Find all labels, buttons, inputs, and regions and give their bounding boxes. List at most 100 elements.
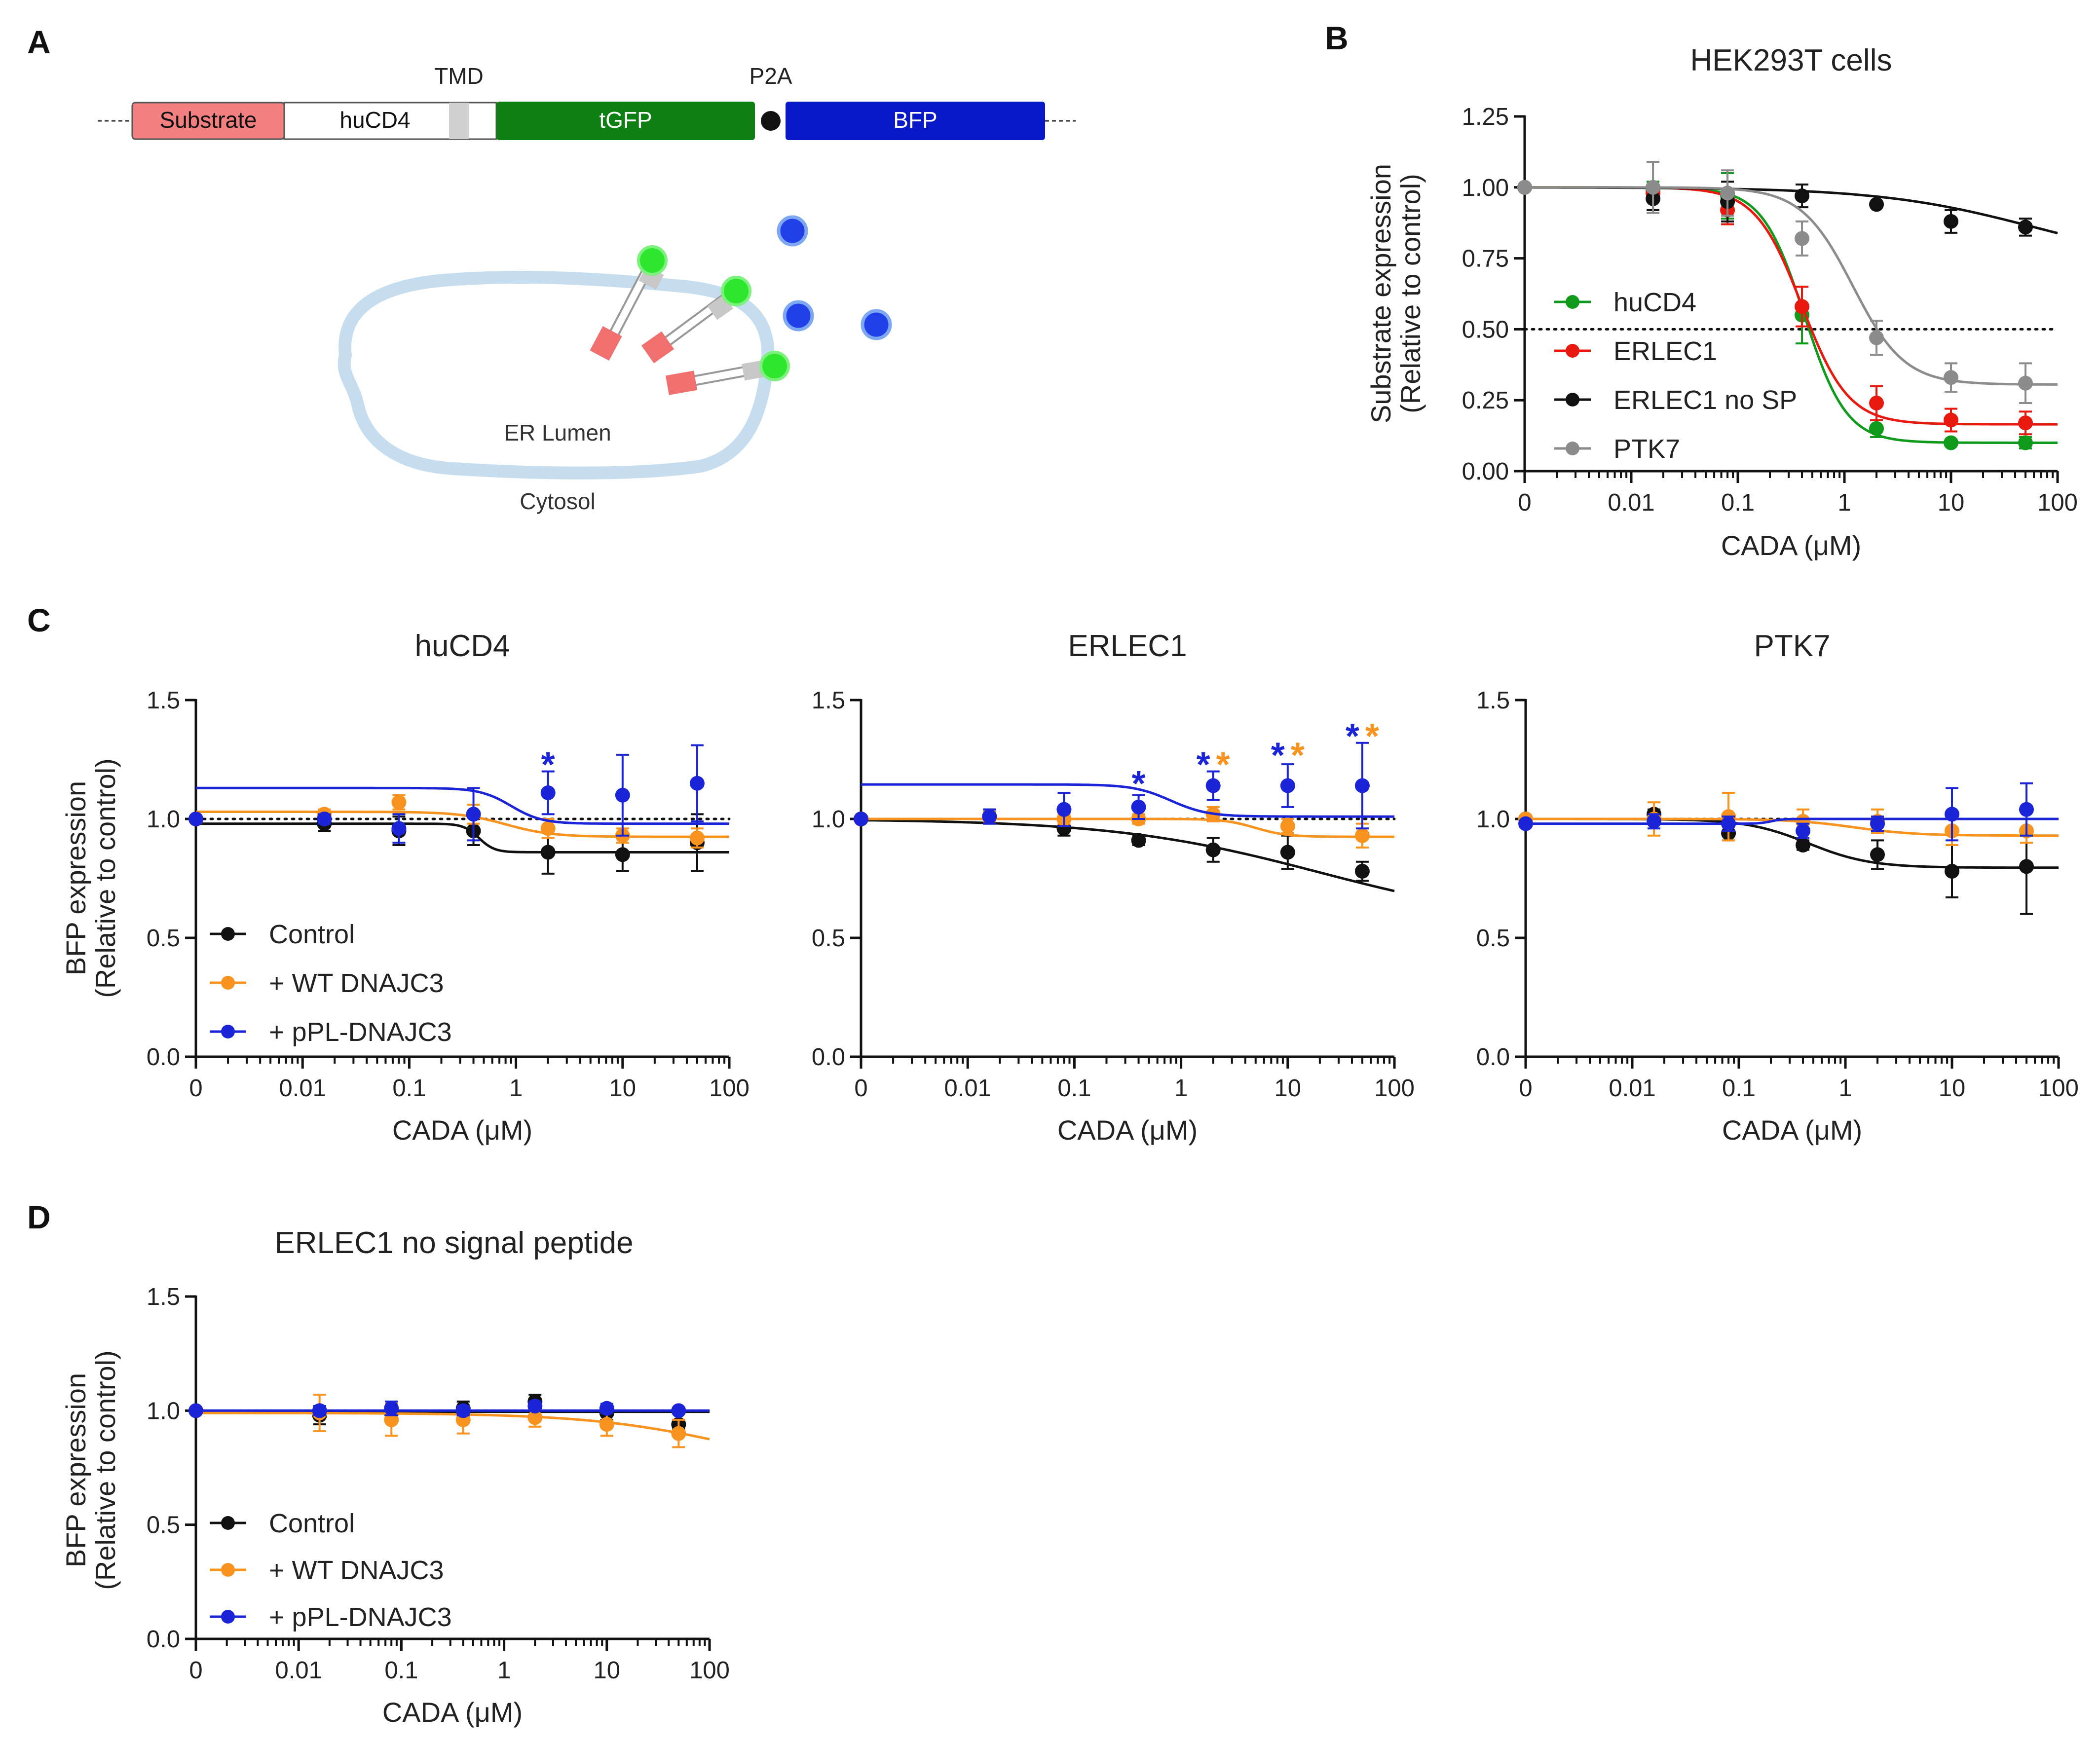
series-control [188,812,729,875]
er-diagram: ER Lumen Cytosol [338,215,892,514]
data-point [1518,816,1533,831]
data-point [1869,197,1884,212]
y-tick-label: 0.0 [147,1044,180,1071]
chart-erlec1-no-signal-peptide: ERLEC1 no signal peptide 0.0 0.5 1.0 1.5 0 0.0… [60,1226,730,1728]
data-point [527,1410,543,1425]
data-point [540,785,556,800]
y-tick-label: 0.5 [147,925,180,952]
data-point [527,1399,543,1414]
bfp-dot-1 [777,215,808,247]
series-ptk7 [1517,161,2058,404]
fit-curve [196,811,729,838]
significance-star: * [1197,745,1210,785]
chart-ptk7: PTK7 0.0 0.5 1.0 1.5 0 0.01 0.1 1 10 100 CADA (μM) [1476,629,2079,1146]
x-tick-label: 0 [189,1657,202,1684]
x-axis-label: CADA (μM) [392,1114,532,1146]
substrate-label: Substrate [160,107,257,133]
y-axis-label-2: (Relative to control) [90,758,121,998]
data-point [1795,299,1810,314]
x-tick-label: 0 [854,1075,867,1102]
legend-label-ppl-dnajc3: + pPL-DNAJC3 [269,1017,452,1047]
substrate-molecule-3 [665,351,790,395]
data-point [2018,375,2033,391]
series-wt-dnajc3 [188,794,729,849]
substrate-molecule-2 [641,276,751,364]
chart-hek293t-cells: HEK293T cells 0.00 0.25 0.50 0.75 1.00 1.25 0 0.… [1365,43,2078,561]
panel-label-c: C [27,602,51,638]
x-tick-label: 0.01 [1609,1075,1655,1102]
y-tick-label: 0.0 [1476,1044,1510,1071]
data-point [2018,435,2033,450]
legend-swatch-dot [1566,295,1579,309]
y-tick-label: 1.0 [1476,806,1510,833]
legend-label-wt-dnajc3: + WT DNAJC3 [269,968,444,998]
data-point [1869,421,1884,436]
legend-swatch-dot [221,927,235,941]
data-point [1720,185,1735,201]
data-point [1945,864,1959,879]
significance-star: * [1346,717,1359,756]
x-tick-label: 0.01 [1608,489,1654,516]
data-point [391,821,407,836]
x-tick-label: 100 [2037,489,2078,516]
data-point [317,812,332,826]
legend-swatch-dot [221,1025,235,1038]
data-point [1646,180,1661,195]
y-axis-label-2: (Relative to control) [1395,174,1426,413]
tmd-label: TMD [434,63,484,89]
data-point [1796,838,1811,853]
cytosol-label: Cytosol [520,488,595,514]
x-tick-label: 1 [509,1075,523,1102]
data-point [1354,864,1370,879]
hucd4-label: huCD4 [339,107,410,133]
chart-erlec1: ERLEC1 0.0 0.5 1.0 1.5 0 0.01 0.1 1 10 100 CADA (μM… [812,629,1415,1146]
y-tick-label: 0.5 [1476,925,1510,952]
fit-curve [1525,186,2058,235]
fit-curve [1526,817,2059,825]
data-point [854,812,868,826]
data-point [1944,370,1958,385]
er-membrane [338,270,775,480]
legend-label-hucd4: huCD4 [1613,288,1696,317]
data-point [2019,859,2034,874]
legend-label-control: Control [269,1509,355,1538]
y-tick-label: 1.5 [1476,687,1510,714]
series-ppl-dnajc3 [1518,782,2059,842]
chart-title: ERLEC1 no signal peptide [274,1226,633,1260]
construct-diagram: Substrate huCD4 TMD tGFP P2A BFP [98,63,1076,140]
er-lumen-label: ER Lumen [504,420,611,445]
y-tick-label: 0.50 [1462,316,1509,343]
y-tick-label: 1.00 [1462,175,1509,201]
x-tick-label: 0.1 [1057,1075,1091,1102]
data-point [1870,847,1885,862]
chart-title: PTK7 [1754,629,1830,663]
data-point [2019,802,2034,817]
legend: Control + WT DNAJC3 + pPL-DNAJC3 [210,920,452,1047]
bfp-dot-3 [861,309,892,340]
data-point [188,1403,203,1418]
data-point [455,1403,471,1418]
legend-label-ppl-dnajc3: + pPL-DNAJC3 [269,1602,452,1632]
legend-label-wt-dnajc3: + WT DNAJC3 [269,1556,444,1585]
data-point [671,1403,686,1418]
legend-label-ptk7: PTK7 [1613,434,1680,464]
y-tick-label: 1.5 [147,687,180,714]
panel-label-b: B [1325,20,1349,56]
data-point [1205,778,1221,793]
data-point [1721,816,1736,831]
data-point [1944,412,1958,428]
y-tick-label: 1.5 [812,687,845,714]
x-tick-label: 100 [1374,1075,1415,1102]
data-point [1280,845,1295,860]
gfp-dot [721,276,751,306]
data-point [1205,842,1221,857]
fit-curve [195,1411,710,1441]
legend-swatch-dot [1566,344,1579,358]
gfp-dot [637,245,668,276]
x-tick-label: 0.01 [275,1657,322,1684]
legend-label-erlec1: ERLEC1 [1613,336,1717,366]
data-point [599,1401,614,1416]
y-axis-label: BFP expression [60,781,91,975]
significance-star: * [1291,736,1305,775]
significance-star: * [1271,736,1285,775]
